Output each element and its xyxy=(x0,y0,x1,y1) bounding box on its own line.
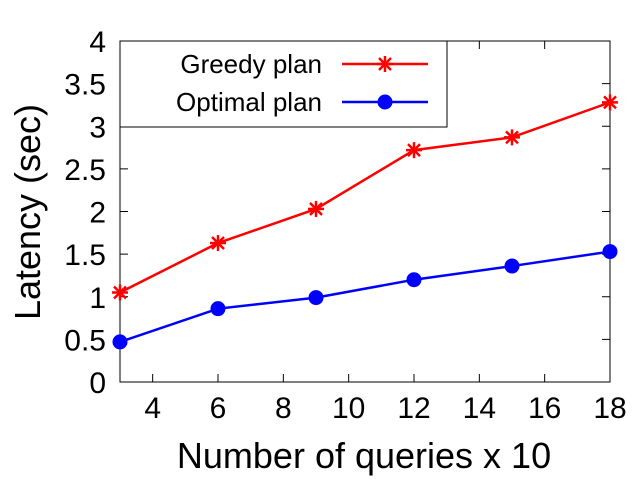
y-tick-label: 1.5 xyxy=(64,239,106,272)
x-tick-label: 12 xyxy=(397,392,430,425)
y-tick-label: 3 xyxy=(89,111,106,144)
legend-label: Optimal plan xyxy=(176,87,322,117)
optimal-plan-point xyxy=(210,301,226,317)
y-tick-label: 0.5 xyxy=(64,324,106,357)
y-tick-label: 4 xyxy=(89,26,106,59)
y-tick-label: 2 xyxy=(89,197,106,230)
y-tick-label: 2.5 xyxy=(64,154,106,187)
optimal-plan-point xyxy=(602,244,618,260)
optimal-plan-series xyxy=(112,244,618,350)
legend-marker-greedy-plan xyxy=(377,56,393,72)
x-tick-label: 6 xyxy=(210,392,227,425)
greedy-plan-point xyxy=(112,284,128,301)
greedy-plan-point xyxy=(504,129,520,146)
legend-marker-optimal-plan xyxy=(377,94,393,110)
greedy-plan-point xyxy=(406,142,422,159)
legend-box xyxy=(119,40,448,128)
greedy-plan-series xyxy=(112,94,618,301)
x-tick-label: 14 xyxy=(463,392,496,425)
legend-label: Greedy plan xyxy=(180,49,322,79)
greedy-plan-point xyxy=(210,235,226,252)
y-tick-label: 1 xyxy=(89,282,106,315)
x-tick-label: 16 xyxy=(528,392,561,425)
optimal-plan-point xyxy=(112,334,128,350)
x-axis-label: Number of queries x 10 xyxy=(177,435,551,476)
optimal-plan-point xyxy=(308,290,324,306)
greedy-plan-point xyxy=(308,200,324,217)
x-tick-label: 8 xyxy=(275,392,292,425)
greedy-plan-point xyxy=(602,94,618,111)
x-tick-label: 10 xyxy=(332,392,365,425)
greedy-plan-line xyxy=(119,101,611,294)
optimal-plan-line xyxy=(119,250,611,344)
x-tick-label: 18 xyxy=(593,392,626,425)
y-tick-label: 3.5 xyxy=(64,69,106,102)
optimal-plan-point xyxy=(504,258,520,274)
y-tick-label: 0 xyxy=(89,367,106,400)
y-axis-label: Latency (sec) xyxy=(7,104,48,320)
x-tick-label: 4 xyxy=(144,392,161,425)
optimal-plan-point xyxy=(406,272,422,288)
